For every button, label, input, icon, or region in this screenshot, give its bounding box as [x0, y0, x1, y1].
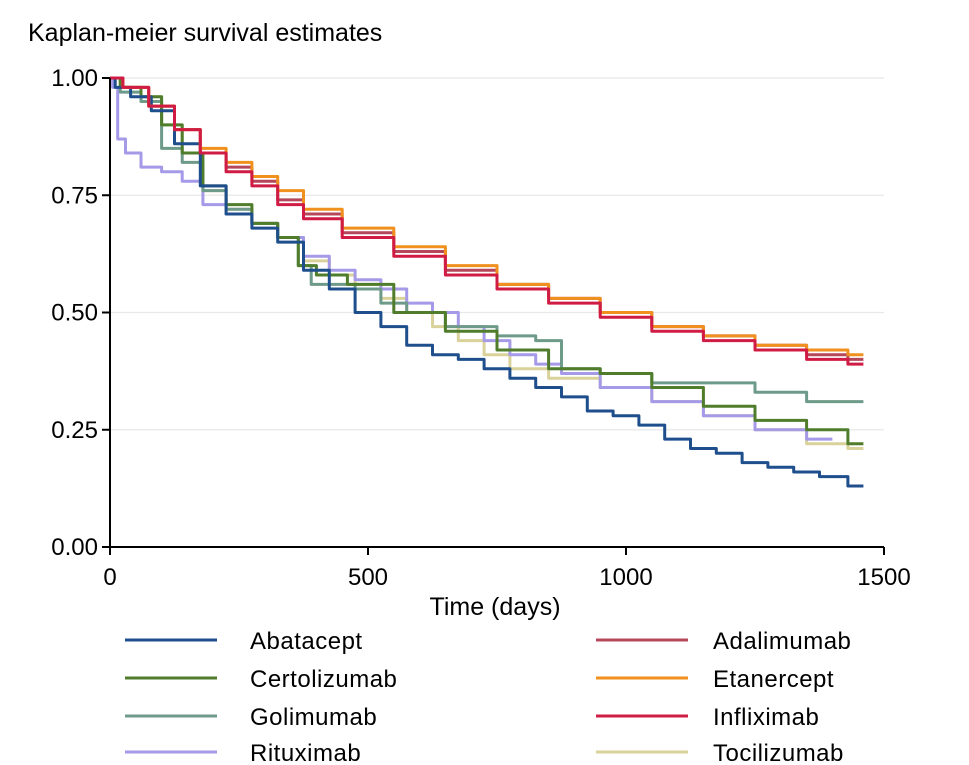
x-axis-title: Time (days): [429, 593, 560, 621]
x-tick-label: 1000: [599, 564, 652, 591]
legend-label-rituximab: Rituximab: [250, 740, 361, 765]
legend-label-tocilizumab: Tocilizumab: [713, 740, 844, 765]
chart-title: Kaplan-meier survival estimates: [28, 19, 382, 47]
y-tick-label: 0.00: [51, 534, 98, 561]
legend-label-abatacept: Abatacept: [250, 628, 363, 655]
legend-label-golimumab: Golimumab: [250, 704, 377, 731]
series-line-abatacept: [110, 76, 864, 488]
y-tick-label: 1.00: [51, 65, 98, 92]
legend-label-infliximab: Infliximab: [713, 704, 819, 731]
legend-label-etanercept: Etanercept: [713, 666, 834, 693]
series-lines: [110, 76, 864, 488]
series-line-certolizumab: [110, 76, 864, 446]
x-tick-label: 0: [103, 564, 116, 591]
y-tick-label: 0.50: [51, 300, 98, 327]
x-tick-label: 500: [348, 564, 388, 591]
tick-labels: 0.00 0.25 0.50 0.75 1.00 0 500 1000 1500: [51, 65, 910, 591]
x-tick-label: 1500: [857, 564, 910, 591]
legend-label-certolizumab: Certolizumab: [250, 666, 397, 693]
y-tick-label: 0.25: [51, 417, 98, 444]
legend-label-adalimumab: Adalimumab: [713, 628, 851, 655]
series-line-infliximab: [110, 76, 864, 366]
y-tick-label: 0.75: [51, 182, 98, 209]
legend: Abatacept Adalimumab Certolizumab Etanercep…: [125, 628, 851, 765]
series-line-rituximab: [110, 76, 833, 441]
